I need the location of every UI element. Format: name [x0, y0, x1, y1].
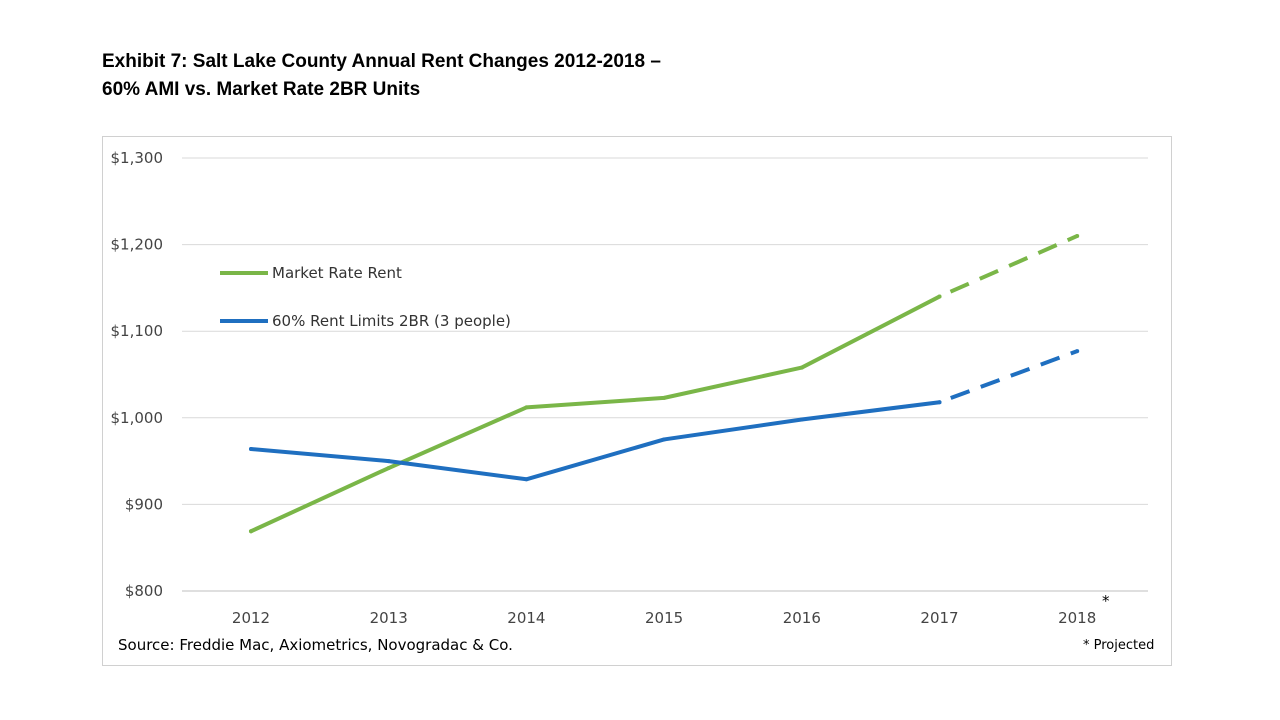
- chart-title-line-1: Exhibit 7: Salt Lake County Annual Rent …: [102, 51, 661, 72]
- y-tick-label: $1,100: [111, 322, 164, 340]
- x-axis: 2012 2013 2014 2015 2016 2017 2018: [232, 609, 1096, 627]
- x-tick-label: 2016: [783, 609, 821, 627]
- x-tick-label: 2013: [370, 609, 408, 627]
- data-point: [386, 466, 391, 471]
- data-point: [937, 400, 942, 405]
- data-point: [662, 437, 667, 442]
- data-point: [937, 294, 942, 299]
- chart-title-line-2: 60% AMI vs. Market Rate 2BR Units: [102, 79, 421, 100]
- projection-marker: *: [1102, 592, 1110, 610]
- y-tick-label: $800: [125, 582, 163, 600]
- x-tick-label: 2012: [232, 609, 270, 627]
- chart-title: Exhibit 7: Salt Lake County Annual Rent …: [102, 48, 661, 104]
- data-point: [386, 459, 391, 464]
- x-tick-label: 2018: [1058, 609, 1096, 627]
- data-point: [249, 446, 253, 451]
- data-point: [799, 365, 804, 370]
- y-tick-label: $1,000: [111, 409, 164, 427]
- series-projection-1: [938, 234, 1079, 299]
- legend: Market Rate Rent 60% Rent Limits 2BR (3 p…: [220, 264, 511, 330]
- source-note: Source: Freddie Mac, Axiometrics, Novogr…: [118, 636, 513, 654]
- y-tick-label: $900: [125, 495, 163, 513]
- data-point: [1075, 349, 1080, 354]
- x-tick-label: 2015: [645, 609, 683, 627]
- legend-label: 60% Rent Limits 2BR (3 people): [272, 312, 511, 330]
- projected-footnote: * Projected: [1083, 638, 1155, 653]
- data-point: [662, 395, 667, 400]
- series-line-2: [249, 400, 942, 482]
- series-lines: [249, 233, 1080, 534]
- y-tick-label: $1,300: [111, 149, 164, 167]
- data-point: [524, 405, 529, 410]
- series-line-1: [249, 294, 942, 534]
- legend-label: Market Rate Rent: [272, 264, 402, 282]
- data-point: [524, 477, 529, 482]
- y-tick-label: $1,200: [111, 236, 164, 254]
- data-point: [249, 529, 253, 534]
- chart-frame: [102, 136, 1172, 666]
- data-point: [799, 417, 804, 422]
- data-point: [1075, 233, 1080, 238]
- x-tick-label: 2017: [920, 609, 958, 627]
- x-tick-label: 2014: [507, 609, 545, 627]
- series-projection-2: [938, 349, 1078, 405]
- gridlines: [182, 157, 1148, 592]
- y-axis: $800 $900 $1,000 $1,100 $1,200 $1,300: [111, 149, 164, 600]
